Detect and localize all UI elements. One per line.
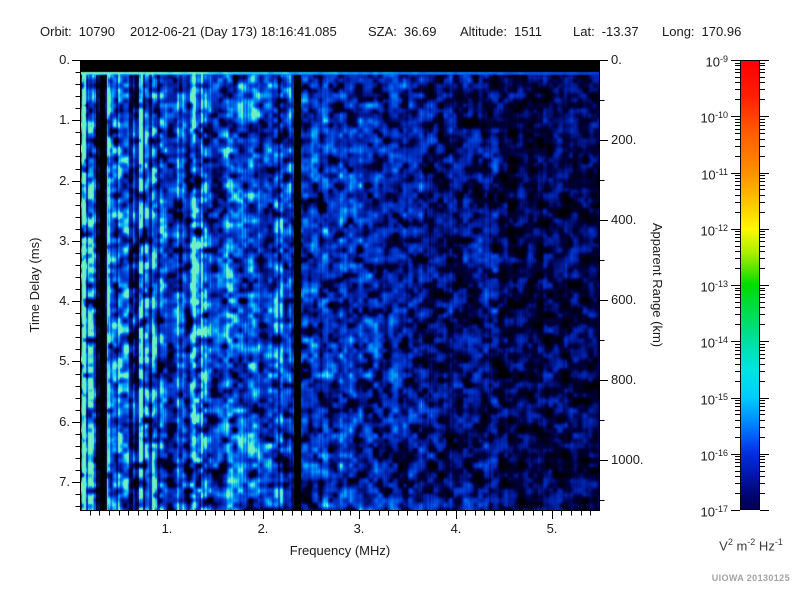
tick-label: 600.	[611, 292, 637, 307]
tick-label: 0.	[59, 52, 70, 67]
header-field: 2012-06-21 (Day 173) 18:16:41.085	[130, 24, 337, 39]
tick-label: 7.	[59, 474, 70, 489]
tick-label: 800.	[611, 372, 637, 387]
tick-label: 4.	[450, 521, 462, 536]
header-field: Orbit: 10790	[40, 24, 115, 39]
y-axis-title-left: Time Delay (ms)	[27, 237, 42, 333]
header-field-value: 36.69	[403, 24, 437, 39]
tick-label: 6.	[59, 414, 70, 429]
header-field: Long: 170.96	[662, 24, 741, 39]
colorbar-tick-label: 10-15	[700, 392, 728, 408]
colorbar	[740, 60, 760, 510]
tick-label: 3.	[353, 521, 365, 536]
tick-label: 0.	[611, 52, 622, 67]
x-axis-title: Frequency (MHz)	[289, 543, 391, 558]
tick-label: 2.	[257, 521, 269, 536]
tick-label: 5.	[546, 521, 558, 536]
header-field-label: Lat:	[573, 24, 595, 39]
tick-label: 1000.	[611, 452, 644, 467]
tick-label: 4.	[59, 293, 70, 308]
colorbar-tick-label: 10-10	[700, 110, 728, 126]
tick-label: 200.	[611, 132, 637, 147]
header-field-label: SZA:	[368, 24, 397, 39]
header-field-value: 170.96	[701, 24, 742, 39]
tick-label: 400.	[611, 212, 637, 227]
colorbar-tick-label: 10-12	[700, 223, 728, 239]
tick-label: 3.	[59, 233, 70, 248]
header-field: SZA: 36.69	[368, 24, 436, 39]
header-field: Lat: -13.37	[573, 24, 639, 39]
header-field-value: 1511	[513, 24, 542, 39]
tick-label: 5.	[59, 353, 70, 368]
y-axis-title-right: Apparent Range (km)	[650, 222, 665, 348]
header-field-label: Long:	[662, 24, 695, 39]
header-field-value: 2012-06-21 (Day 173) 18:16:41.085	[130, 24, 337, 39]
tick-label: 2.	[59, 173, 70, 188]
spectrogram-canvas	[80, 60, 600, 511]
header-field-label: Orbit:	[40, 24, 72, 39]
tick-label: 1.	[59, 112, 70, 127]
header-field-label: Altitude:	[460, 24, 507, 39]
colorbar-tick-label: 10-13	[700, 279, 728, 295]
colorbar-tick-label: 10-16	[700, 448, 728, 464]
header-field-value: 10790	[78, 24, 115, 39]
colorbar-tick-label: 10-11	[701, 167, 728, 183]
credit-text: UIOWA 20130125	[711, 573, 790, 583]
tick-label: 1.	[161, 521, 173, 536]
colorbar-unit-label: V2 m-2 Hz-1	[719, 537, 783, 554]
colorbar-tick-label: 10-9	[705, 54, 728, 70]
colorbar-tick-label: 10-17	[700, 504, 728, 520]
header-field: Altitude: 1511	[460, 24, 542, 39]
colorbar-tick-label: 10-14	[700, 335, 728, 351]
header-field-value: -13.37	[601, 24, 639, 39]
